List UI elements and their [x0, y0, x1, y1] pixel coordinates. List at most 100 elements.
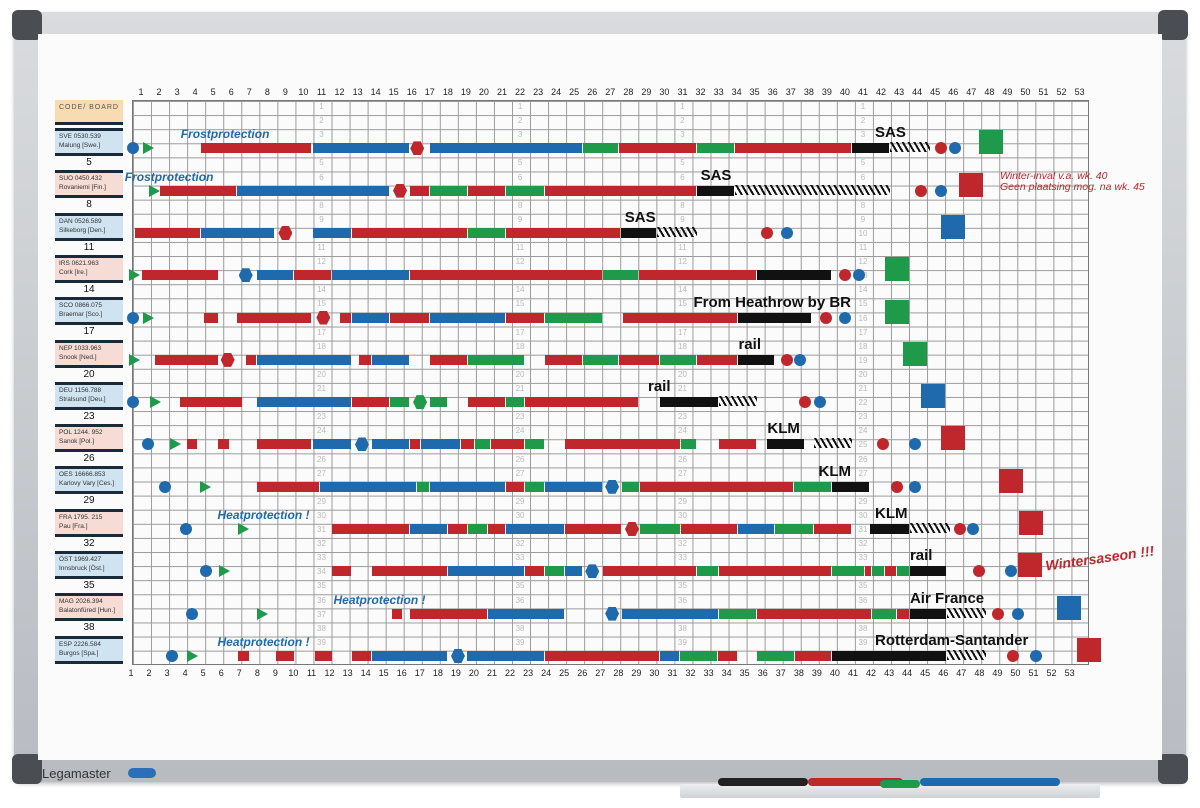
row-number: 1 — [319, 102, 324, 111]
week-number-top: 27 — [605, 87, 616, 97]
row-number: 3 — [319, 130, 324, 140]
planning-bar — [256, 270, 294, 281]
square-magnet-icon — [885, 299, 910, 324]
handwritten-annotation: rail — [909, 547, 933, 565]
week-number-top: 22 — [515, 87, 526, 97]
hexagon-marker-icon — [605, 606, 620, 621]
week-number-top: 29 — [641, 87, 652, 97]
triangle-marker-icon — [219, 565, 231, 578]
planning-bar — [237, 650, 250, 661]
planning-bar — [200, 227, 274, 238]
week-number-bottom: 35 — [739, 668, 750, 678]
hatched-bar — [814, 438, 853, 449]
lane-place: Silkeborg [Den.] — [59, 226, 106, 234]
week-number-top: 6 — [228, 87, 234, 97]
circle-magnet-icon — [799, 396, 812, 409]
blue-marker[interactable] — [920, 778, 1060, 786]
week-number-bottom: 8 — [254, 668, 260, 678]
row-number: 6 — [860, 172, 866, 182]
circle-magnet-icon — [142, 438, 155, 451]
row-number: 33 — [515, 553, 525, 563]
row-number: 8 — [517, 200, 523, 210]
hexagon-marker-icon — [413, 395, 428, 410]
red-marker[interactable] — [808, 778, 903, 786]
brand-badge-icon — [128, 768, 156, 778]
row-number: 20 — [317, 369, 326, 379]
row-number: 27 — [678, 468, 687, 478]
planning-bar — [897, 566, 909, 577]
row-number: 21 — [515, 384, 525, 393]
week-number-bottom: 4 — [182, 668, 188, 678]
lane-number: 38 — [83, 622, 95, 634]
black-marker[interactable] — [718, 778, 808, 786]
planning-bar — [756, 270, 832, 281]
circle-magnet-icon — [967, 523, 980, 536]
triangle-marker-icon — [150, 396, 162, 409]
row-number: 21 — [317, 384, 326, 393]
week-number-bottom: 44 — [902, 668, 913, 678]
lane-code-label: NEP 1033.963 Snook [Ned.] — [55, 339, 123, 368]
planning-bar — [659, 397, 718, 408]
planning-bar — [734, 143, 852, 154]
row-number: 32 — [678, 539, 687, 549]
lane-code-label: FRA 1795. 215 Pau [Fra.] — [55, 508, 123, 537]
circle-magnet-icon — [853, 269, 866, 282]
week-number-top: 8 — [264, 87, 270, 97]
planning-bar — [315, 650, 333, 661]
week-number-bottom: 27 — [595, 668, 606, 678]
row-number: 38 — [858, 623, 868, 633]
row-number: 3 — [860, 130, 866, 140]
planning-bar — [583, 143, 619, 154]
row-number: 30 — [515, 510, 525, 520]
lane-code-label: SUO 0450.432 Rovaniemi [Fin.] — [55, 170, 123, 199]
lane-code-label: OES 16666.853 Karlovy Vary [Ces.] — [55, 466, 123, 495]
week-number-top: 52 — [1056, 87, 1067, 97]
circle-magnet-icon — [781, 226, 794, 239]
week-number-top: 38 — [803, 87, 814, 97]
planning-bar — [622, 608, 718, 619]
lane-number: 26 — [83, 453, 95, 465]
row-number: 10 — [858, 228, 868, 238]
circle-magnet-icon — [185, 607, 198, 620]
week-number-bottom: 14 — [360, 668, 371, 678]
row-number: 17 — [678, 327, 687, 337]
green-marker[interactable] — [880, 780, 920, 788]
planning-bar — [319, 481, 417, 492]
lane-place: Burgos [Spa.] — [59, 649, 99, 657]
week-number-bottom: 1 — [128, 668, 134, 678]
week-number-top: 40 — [839, 87, 850, 97]
marker-tray — [680, 778, 1100, 798]
row-number: 11 — [678, 243, 687, 252]
planning-bar — [372, 354, 409, 365]
row-number: 8 — [680, 200, 685, 210]
planning-bar — [619, 143, 696, 154]
planning-bar — [159, 185, 236, 196]
planning-bar — [738, 524, 774, 535]
week-number-bottom: 2 — [146, 668, 152, 678]
week-number-top: 15 — [388, 87, 399, 97]
planning-bar — [545, 354, 583, 365]
row-number: 8 — [860, 200, 866, 210]
circle-magnet-icon — [159, 480, 172, 493]
week-number-bottom: 5 — [200, 668, 206, 678]
planning-bar — [352, 650, 372, 661]
planning-bar — [312, 143, 409, 154]
planning-bar — [872, 608, 897, 619]
planning-bar — [390, 397, 409, 408]
planning-bar — [718, 566, 832, 577]
week-number-bottom: 46 — [938, 668, 949, 678]
week-number-bottom: 13 — [342, 668, 353, 678]
planning-bar — [467, 650, 545, 661]
week-number-bottom: 37 — [775, 668, 786, 678]
planning-bar — [245, 354, 256, 365]
planning-bar — [757, 650, 794, 661]
triangle-marker-icon — [256, 607, 268, 620]
planning-bar — [312, 439, 352, 450]
row-number: 32 — [317, 539, 326, 549]
circle-magnet-icon — [200, 565, 212, 578]
note-line-1: Winter-inval v.a. wk. 40 — [1000, 170, 1108, 182]
planning-bar — [814, 524, 852, 535]
planning-bar — [545, 481, 603, 492]
lane-place: Sanok [Pol.] — [59, 438, 95, 446]
handwritten-annotation: From Heathrow by BR — [693, 293, 851, 311]
